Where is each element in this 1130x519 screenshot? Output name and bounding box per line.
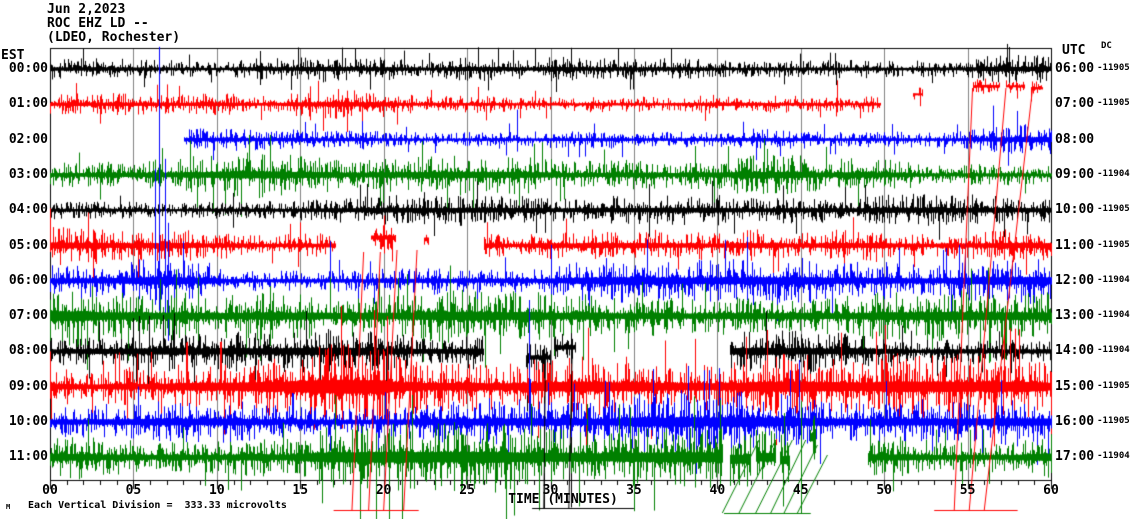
utc-time-label: 16:00-1190519 [1055, 414, 1130, 429]
x-tick-label: 50 [876, 483, 892, 498]
x-tick-label: 30 [542, 483, 559, 498]
utc-time-value: 10:00 [1055, 202, 1095, 218]
dc-offset-value: -1190479 [1097, 345, 1130, 356]
header-station: ROC EHZ LD -- [47, 16, 149, 31]
dc-header-label: DC [1101, 41, 1112, 51]
utc-time-value: 12:00 [1055, 272, 1095, 288]
utc-time-value: 16:00 [1055, 414, 1095, 429]
dc-offset-value: -1190499 [1097, 274, 1130, 285]
est-time-label: 04:00 [8, 202, 48, 218]
x-tick-label: 00 [42, 483, 58, 498]
x-tick-label: 10 [209, 483, 225, 498]
utc-time-label: 09:00-1190489 [1055, 167, 1130, 182]
dc-offset-value: -1190523 [1097, 204, 1130, 215]
dc-offset-value: -1190489 [1097, 168, 1130, 179]
x-tick-label: 60 [1043, 483, 1059, 498]
utc-time-value: 14:00 [1055, 343, 1095, 359]
est-time-label: 02:00 [8, 131, 48, 147]
utc-time-value: 09:00 [1055, 166, 1095, 182]
dc-offset-value: -1190468 [1097, 451, 1130, 462]
utc-time-value: 11:00 [1055, 237, 1095, 253]
est-time-label: 09:00 [8, 378, 48, 394]
est-time-label: 11:00 [8, 449, 48, 465]
utc-time-label: 08:00 [1055, 132, 1094, 147]
dc-offset-value: -1190534 [1097, 380, 1130, 391]
utc-time-label: 14:00-1190479 [1055, 343, 1130, 358]
est-time-label: 03:00 [8, 166, 48, 182]
est-time-label: 00:00 [8, 61, 48, 76]
x-axis-title: TIME (MINUTES) [508, 492, 618, 507]
header-network: (LDEO, Rochester) [47, 30, 181, 45]
utc-time-label: 10:00-1190523 [1055, 202, 1130, 217]
right-timezone-label: UTC [1062, 43, 1086, 58]
utc-time-value: 15:00 [1055, 378, 1095, 394]
dc-offset-value: -1190500 [1097, 63, 1130, 73]
est-time-label: 06:00 [8, 272, 48, 288]
dc-offset-value: -1190458 [1097, 310, 1130, 321]
dc-offset-value: -1190519 [1097, 416, 1130, 426]
corner-mark: M [6, 503, 11, 511]
utc-time-label: 06:00-1190500 [1055, 61, 1130, 76]
utc-time-value: 06:00 [1055, 61, 1095, 76]
est-time-label: 08:00 [8, 343, 48, 359]
x-tick-label: 20 [375, 483, 392, 498]
x-tick-label: 05 [125, 483, 142, 498]
x-tick-label: 25 [459, 483, 475, 498]
est-time-label: 07:00 [8, 308, 48, 324]
utc-time-value: 13:00 [1055, 308, 1095, 324]
utc-time-label: 12:00-1190499 [1055, 273, 1130, 288]
x-tick-label: 55 [959, 483, 976, 498]
header-date: Jun 2,2023 [47, 2, 126, 17]
est-time-label: 10:00 [8, 414, 48, 429]
x-tick-label: 45 [792, 483, 809, 498]
utc-time-value: 17:00 [1055, 449, 1095, 465]
utc-time-value: 08:00 [1055, 131, 1095, 147]
utc-time-label: 17:00-1190468 [1055, 449, 1130, 464]
utc-time-label: 13:00-1190458 [1055, 308, 1130, 323]
x-tick-label: 15 [292, 483, 309, 498]
utc-time-label: 15:00-1190534 [1055, 379, 1130, 394]
x-tick-label: 40 [709, 483, 726, 498]
left-timezone-label: EST [1, 48, 25, 63]
est-time-label: 05:00 [8, 237, 48, 253]
utc-time-value: 07:00 [1055, 96, 1095, 112]
est-time-label: 01:00 [8, 96, 48, 112]
scale-note: Each Vertical Division = 333.33 microvol… [28, 500, 287, 511]
x-tick-label: 35 [626, 483, 642, 498]
